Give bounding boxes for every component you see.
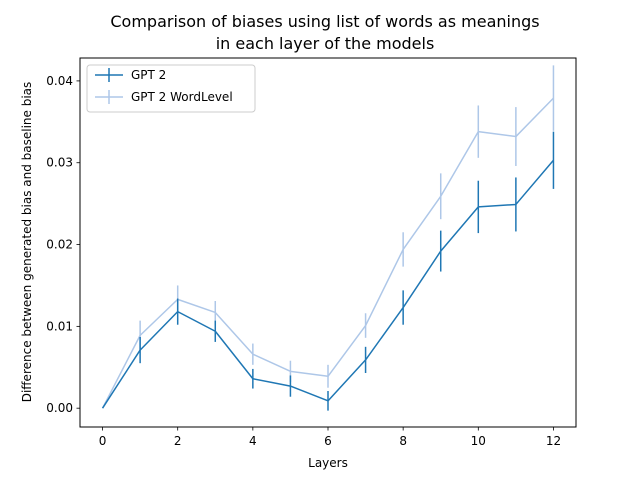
y-tick-label: 0.00 <box>46 401 73 415</box>
chart-title-line-2: in each layer of the models <box>216 34 435 53</box>
series-0 <box>101 131 555 411</box>
legend-label-gpt2: GPT 2 <box>131 68 166 82</box>
x-tick-label: 6 <box>324 434 332 448</box>
plot-area: 0 2 4 6 8 10 12 0.00 0.01 0.02 0.03 0.04 <box>46 65 561 448</box>
y-tick-label: 0.01 <box>46 319 73 333</box>
y-tick-label: 0.04 <box>46 74 73 88</box>
x-tick-label: 10 <box>471 434 486 448</box>
y-tick-label: 0.03 <box>46 156 73 170</box>
x-tick-label: 0 <box>99 434 107 448</box>
legend: GPT 2 GPT 2 WordLevel <box>86 64 256 113</box>
chart-title-line-1: Comparison of biases using list of words… <box>110 12 539 31</box>
legend-box <box>86 64 256 113</box>
x-tick-label: 4 <box>249 434 257 448</box>
legend-label-gpt2-wordlevel: GPT 2 WordLevel <box>131 90 233 104</box>
legend-entry-gpt2: GPT 2 <box>95 68 166 82</box>
axes-frame <box>79 57 577 428</box>
y-tick-label: 0.02 <box>46 238 73 252</box>
x-tick-label: 12 <box>546 434 561 448</box>
x-axis-label: Layers <box>308 456 348 470</box>
x-tick-label: 8 <box>399 434 407 448</box>
legend-entry-gpt2-wordlevel: GPT 2 WordLevel <box>95 90 233 104</box>
y-axis-label: Difference between generated bias and ba… <box>20 82 34 403</box>
x-tick-label: 2 <box>174 434 182 448</box>
